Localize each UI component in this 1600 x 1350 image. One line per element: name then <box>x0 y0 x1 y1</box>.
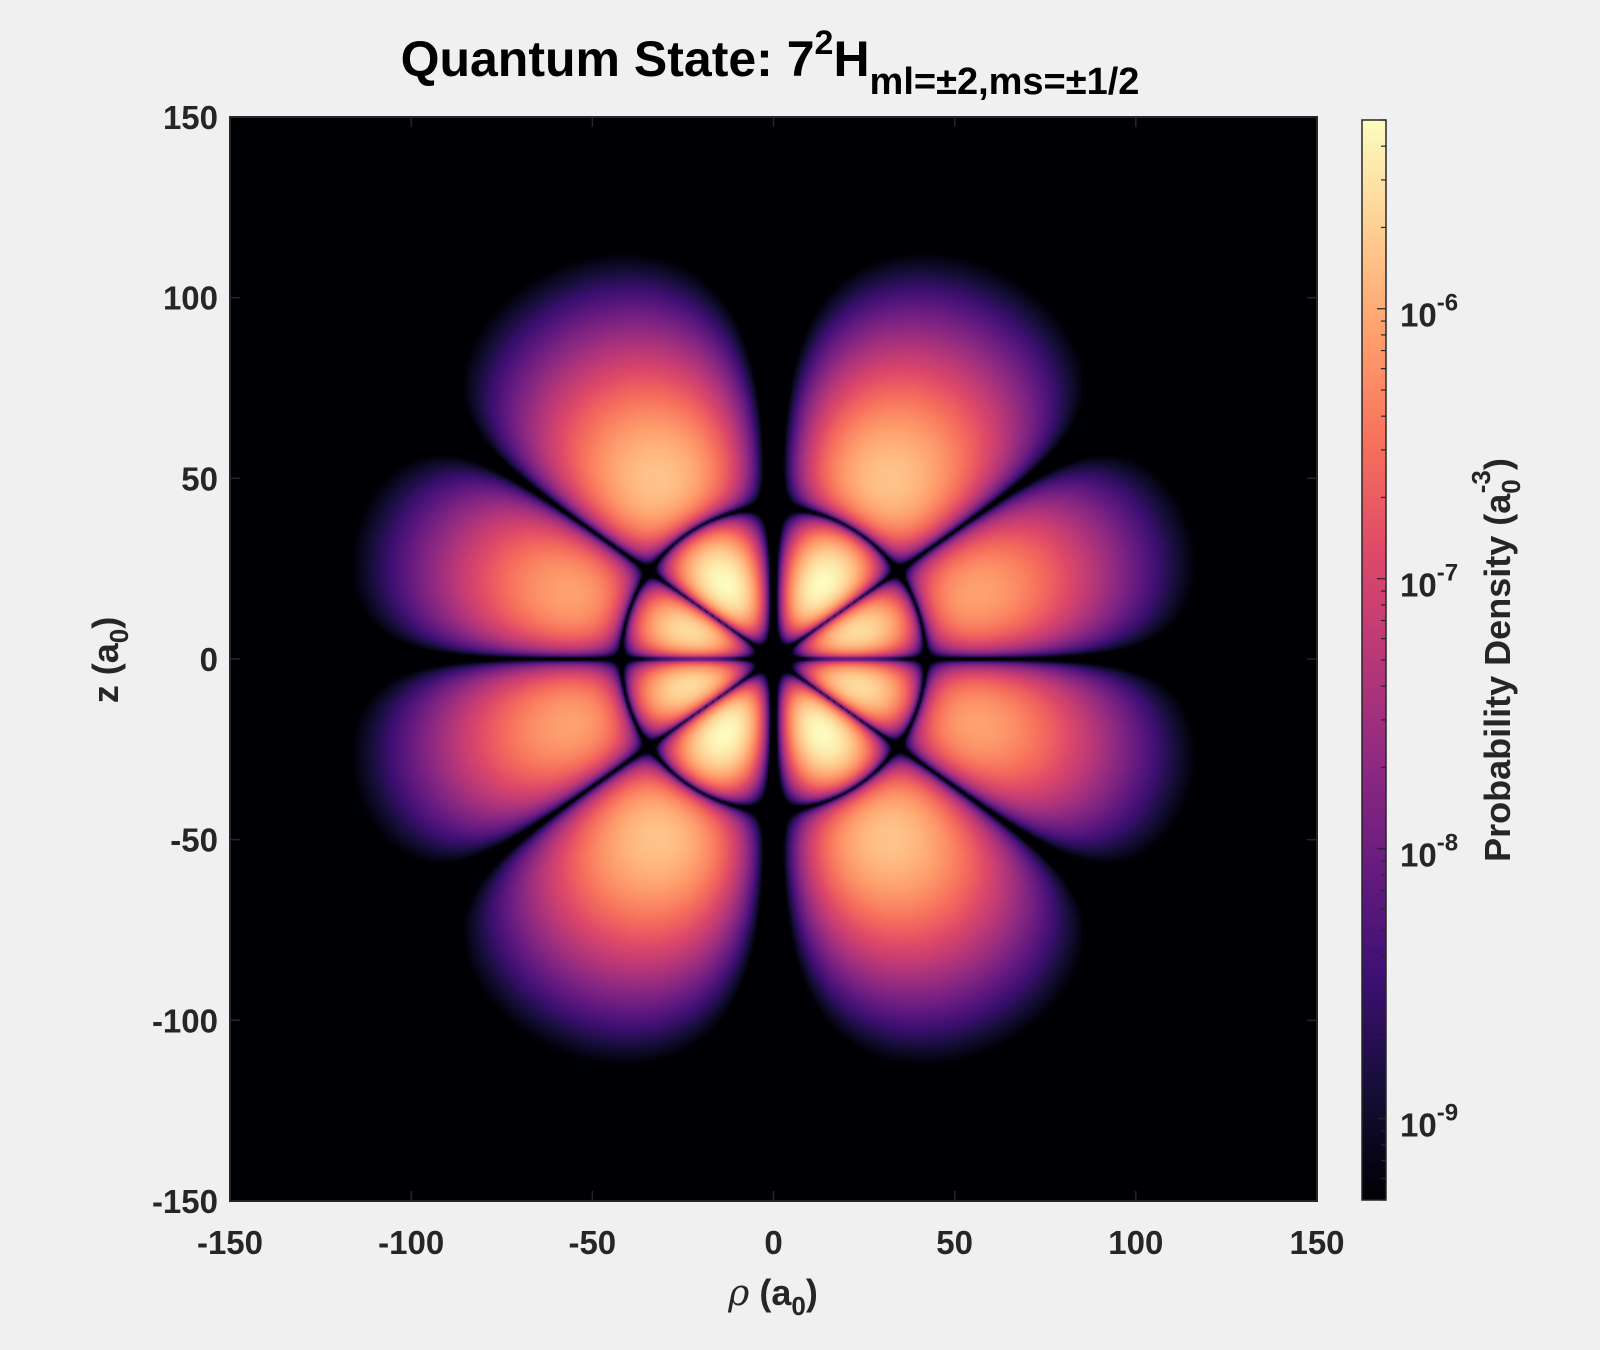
y-tick-label: -50 <box>170 822 218 859</box>
x-axis-label: ρ (a0) <box>727 1272 818 1321</box>
x-tick-label: 50 <box>936 1224 973 1261</box>
y-tick-label: -100 <box>152 1002 218 1039</box>
colorbar: 10-9 10-8 10-7 10-6 <box>1361 119 1458 1201</box>
y-tick-label: -150 <box>152 1183 218 1220</box>
y-axis-label: z (a0) <box>85 617 134 703</box>
x-tick-label: -150 <box>197 1224 263 1261</box>
colorbar-tick-label: 10-6 <box>1400 290 1458 334</box>
x-tick-label: 0 <box>764 1224 782 1261</box>
y-tick-label: 0 <box>200 641 218 678</box>
x-tick-label: -100 <box>378 1224 444 1261</box>
colorbar-tick-label: 10-8 <box>1400 830 1458 874</box>
chart-title: Quantum State: 72Hml=±2,ms=±1/2 <box>401 24 1140 103</box>
colorbar-tick-label: 10-9 <box>1400 1100 1458 1144</box>
plot-area <box>229 116 1318 1202</box>
colorbar-ticks: 10-9 10-8 10-7 10-6 <box>1377 119 1458 1201</box>
x-axis: -150 -100 -50 0 50 100 150 <box>197 117 1345 1261</box>
y-tick-label: 150 <box>163 99 218 136</box>
y-axis: 150 100 50 0 -50 -100 -150 <box>152 99 1317 1220</box>
y-tick-label: 50 <box>181 460 218 497</box>
x-tick-label: 100 <box>1108 1224 1163 1261</box>
x-tick-label: -50 <box>568 1224 616 1261</box>
colorbar-tick-label: 10-7 <box>1400 560 1458 604</box>
x-tick-label: 150 <box>1289 1224 1344 1261</box>
y-tick-label: 100 <box>163 280 218 317</box>
colorbar-label: Probability Density (a0-3) <box>1466 458 1526 862</box>
density-heatmap <box>230 117 1317 1201</box>
